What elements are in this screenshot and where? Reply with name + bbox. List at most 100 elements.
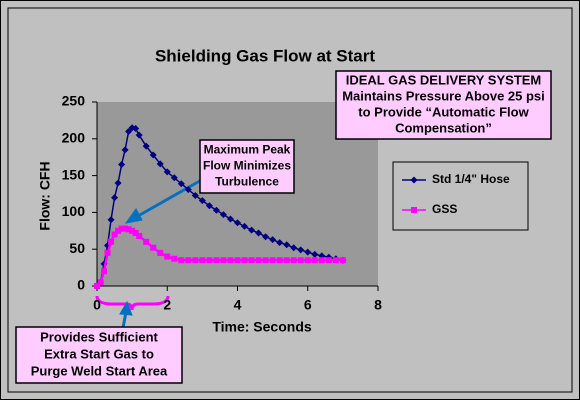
data-point <box>332 257 339 264</box>
data-point <box>297 246 305 254</box>
data-point <box>94 283 100 289</box>
x-tick-label: 0 <box>93 297 101 313</box>
data-point <box>213 257 220 264</box>
data-point <box>107 216 115 224</box>
arrows <box>119 176 206 329</box>
x-tick-label: 6 <box>304 297 312 313</box>
plot-area <box>97 102 378 286</box>
x-tick-label: 2 <box>163 297 171 313</box>
legend-label: GSS <box>432 202 457 216</box>
data-point <box>132 124 140 132</box>
legend-marker <box>411 207 417 213</box>
data-point <box>111 231 118 238</box>
data-point <box>283 257 290 264</box>
annotation-text: Provides Sufficient <box>40 329 158 344</box>
data-point <box>143 238 150 245</box>
data-point <box>318 257 325 264</box>
data-point <box>101 268 108 275</box>
data-point <box>241 257 248 264</box>
data-point <box>276 257 283 264</box>
legend-marker <box>410 176 418 184</box>
legend-box <box>392 161 529 231</box>
data-point <box>164 253 171 260</box>
y-tick-label: 100 <box>62 203 86 219</box>
data-point <box>290 244 298 252</box>
data-point <box>97 279 104 286</box>
annotation-text: Maintains Pressure Above 25 psi <box>342 88 545 103</box>
arrowhead <box>124 208 143 224</box>
data-point <box>199 257 206 264</box>
data-point <box>121 146 129 154</box>
data-point <box>248 257 255 264</box>
annotation-text: Purge Weld Start Area <box>31 363 168 378</box>
data-point <box>142 142 150 150</box>
x-tick-label: 8 <box>374 297 382 313</box>
x-tick-label: 4 <box>234 297 242 313</box>
data-point <box>304 248 312 256</box>
data-point <box>311 257 318 264</box>
annotation-box <box>335 70 552 140</box>
y-tick-label: 150 <box>62 166 86 182</box>
data-point <box>255 229 263 237</box>
y-axis-label: Flow: CFH <box>37 161 53 230</box>
data-point <box>191 191 199 199</box>
data-point <box>125 226 132 233</box>
x-axis-label: Time: Seconds <box>212 319 312 335</box>
data-point <box>115 227 122 234</box>
data-point <box>118 161 126 169</box>
data-point <box>177 180 185 188</box>
annotation-box <box>199 139 295 194</box>
data-point <box>108 238 115 245</box>
annotation-text: IDEAL GAS DELIVERY SYSTEM <box>346 72 542 87</box>
data-point <box>136 232 143 239</box>
legend-label: Std 1/4" Hose <box>432 172 510 186</box>
data-point <box>118 225 125 232</box>
y-tick-label: 250 <box>62 93 86 109</box>
data-point <box>212 206 220 214</box>
data-point <box>192 257 199 264</box>
data-point <box>241 222 249 230</box>
y-tick-label: 200 <box>62 130 86 146</box>
arrow <box>137 176 206 218</box>
data-point <box>234 219 241 227</box>
annotation-text: Extra Start Gas to <box>44 346 154 361</box>
data-point <box>149 151 157 159</box>
data-point <box>171 255 178 262</box>
data-point <box>269 257 276 264</box>
annotation-text: Compensation” <box>395 120 492 135</box>
data-point <box>290 257 297 264</box>
data-point <box>283 241 291 249</box>
data-point <box>205 202 213 210</box>
data-point <box>219 211 227 219</box>
annotation-text: Maximum Peak <box>204 143 291 157</box>
data-point <box>185 257 192 264</box>
data-point <box>248 226 256 234</box>
data-point <box>125 127 133 135</box>
data-point <box>226 215 234 223</box>
y-tick-label: 50 <box>69 240 85 256</box>
annotation-text: Flow Minimizes <box>203 159 291 173</box>
data-point <box>262 257 269 264</box>
data-point <box>339 257 346 264</box>
data-point <box>234 257 241 264</box>
data-point <box>262 233 270 241</box>
data-point <box>122 225 129 232</box>
annotation-text: to Provide “Automatic Flow <box>358 104 529 119</box>
data-point <box>111 194 119 202</box>
data-point <box>227 257 234 264</box>
data-point <box>104 249 111 256</box>
data-point <box>198 197 206 205</box>
data-point <box>206 257 213 264</box>
data-point <box>157 249 164 256</box>
data-point <box>269 236 277 244</box>
data-point <box>184 186 192 194</box>
annotation-text: Turbulence <box>215 175 279 189</box>
data-point <box>325 257 332 264</box>
data-point <box>150 244 157 251</box>
data-point <box>255 257 262 264</box>
data-point <box>114 179 122 187</box>
data-point <box>163 168 171 176</box>
chart-title: Shielding Gas Flow at Start <box>155 46 375 65</box>
data-point <box>170 174 178 182</box>
